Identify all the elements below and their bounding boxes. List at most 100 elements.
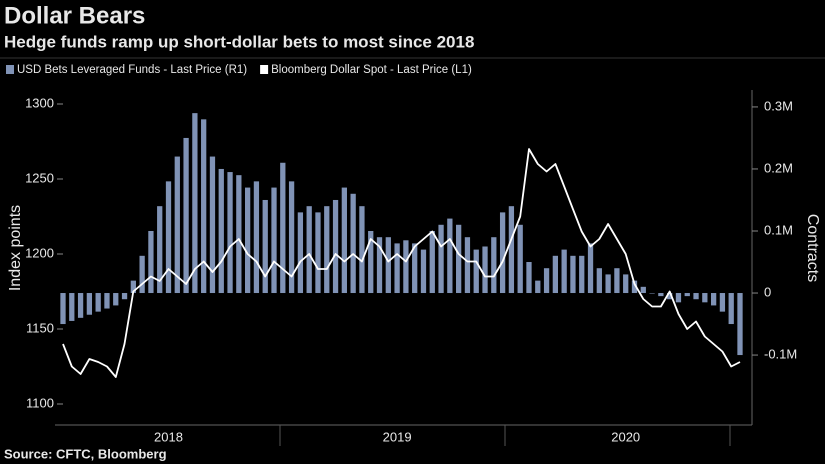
bar [605, 274, 611, 294]
bar [728, 293, 734, 325]
bar [218, 168, 224, 294]
bar [543, 268, 550, 294]
bar [649, 293, 655, 294]
bar [623, 274, 629, 294]
bar [456, 224, 462, 294]
bar [77, 293, 84, 318]
bar [376, 237, 383, 294]
bar [368, 230, 374, 294]
bar [693, 293, 699, 300]
y-tick-label: 1150 [26, 320, 54, 335]
bar [148, 230, 154, 294]
bar [499, 212, 506, 294]
source: Source: CFTC, Bloomberg [4, 446, 167, 461]
bar [227, 172, 233, 294]
y2-tick-label: 0.2M [764, 160, 793, 175]
bar [60, 293, 66, 325]
bar [280, 162, 286, 294]
bar [139, 255, 145, 294]
bar [157, 206, 163, 294]
bar [526, 262, 532, 294]
bar [104, 293, 110, 309]
x-tick-label: 2020 [611, 429, 640, 444]
bar [244, 187, 251, 294]
bar [552, 255, 559, 294]
bar [719, 293, 726, 312]
bar [236, 175, 242, 294]
bar [579, 255, 585, 294]
y2-axis-label: Contracts [804, 214, 821, 282]
bar [253, 181, 260, 294]
chart-title: Dollar Bears [4, 2, 145, 29]
bar [394, 243, 400, 294]
legend-swatch [6, 65, 14, 74]
bar [201, 119, 207, 294]
bar [192, 113, 198, 294]
bar [183, 137, 189, 294]
bar [341, 187, 347, 294]
line [62, 148, 741, 378]
bar [174, 156, 180, 294]
bar [508, 206, 515, 294]
bar [675, 293, 682, 303]
x-tick-label: 2018 [154, 429, 183, 444]
y-tick-label: 1300 [25, 95, 54, 110]
bar [86, 293, 93, 315]
bar [631, 280, 638, 294]
bar [438, 224, 444, 294]
bar [702, 293, 708, 303]
bar [464, 237, 471, 294]
bar [412, 243, 418, 294]
bar [297, 212, 304, 294]
legend-swatch [260, 65, 269, 74]
bar [473, 249, 479, 294]
bar [95, 293, 101, 312]
bar [306, 206, 312, 294]
bar [570, 255, 576, 294]
bar [535, 280, 541, 294]
bar [403, 240, 409, 294]
bar [324, 206, 330, 294]
bar [667, 293, 673, 300]
y-tick-label: 1250 [25, 170, 54, 185]
bar [113, 293, 119, 306]
bar [359, 206, 365, 294]
bar [262, 199, 268, 294]
y-axis-label: Index points [7, 205, 24, 291]
bar [385, 237, 391, 294]
bar [640, 286, 646, 294]
bar [447, 218, 453, 294]
y2-tick-label: -0.1M [764, 346, 797, 361]
bar [420, 249, 427, 294]
bar [658, 293, 664, 297]
bar [288, 181, 295, 294]
bar [614, 268, 620, 294]
bar [587, 243, 594, 294]
chart-subtitle: Hedge funds ramp up short-dollar bets to… [4, 32, 474, 51]
bar [165, 181, 172, 294]
bar [561, 249, 567, 294]
y-tick-label: 1200 [25, 245, 54, 260]
bar [121, 293, 128, 300]
bar [482, 246, 488, 294]
bar [710, 293, 717, 306]
y-tick-label: 1100 [26, 395, 54, 410]
bar [130, 280, 136, 294]
bar [517, 224, 523, 294]
y2-tick-label: 0.1M [764, 222, 793, 237]
y2-tick-label: 0.3M [764, 98, 793, 113]
bar [350, 193, 356, 294]
bar [332, 199, 339, 294]
bar [69, 293, 75, 321]
legend-label: USD Bets Leveraged Funds - Last Price (R… [17, 64, 247, 76]
bar [491, 237, 497, 294]
bar [684, 293, 690, 297]
bar [596, 268, 602, 294]
bar [209, 156, 216, 294]
bar [429, 230, 435, 294]
y2-tick-label: 0 [764, 284, 771, 299]
legend-label: Bloomberg Dollar Spot - Last Price (L1) [271, 64, 472, 76]
x-tick-label: 2019 [383, 429, 412, 444]
